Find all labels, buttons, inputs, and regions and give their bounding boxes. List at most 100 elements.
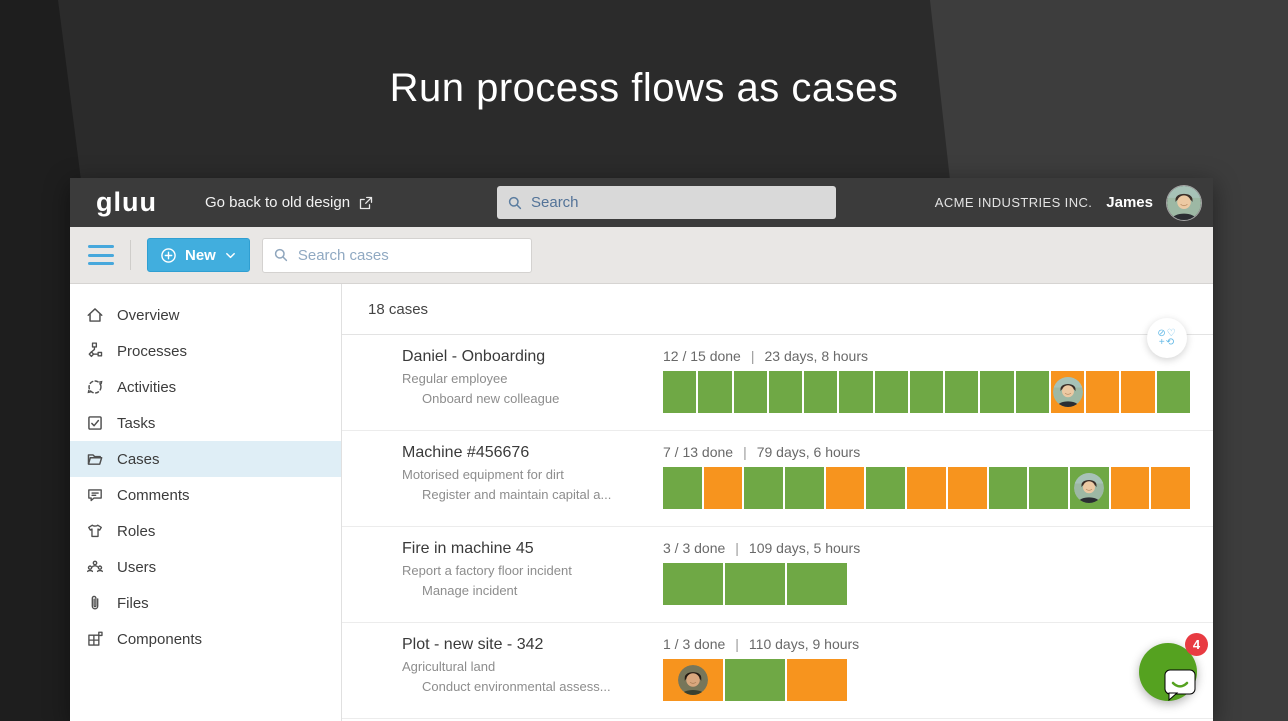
progress-segment-done[interactable] <box>866 467 906 509</box>
case-process-link[interactable]: Manage incident <box>402 583 663 598</box>
chevron-down-icon <box>224 249 237 262</box>
sidebar-item-overview[interactable]: Overview <box>70 297 341 333</box>
progress-segment-done[interactable] <box>663 563 723 605</box>
search-cases-input[interactable] <box>297 246 521 264</box>
stats-separator: | <box>743 444 747 460</box>
sidebar-item-label: Comments <box>117 486 190 504</box>
progress-segment-pending[interactable] <box>1110 467 1150 509</box>
case-title[interactable]: Machine #456676 <box>402 444 530 461</box>
process-icon <box>86 342 104 360</box>
roles-icon <box>86 522 104 540</box>
case-list-panel: 18 cases ⊘♡ +⟲ Daniel - Onboarding Regula… <box>342 284 1213 721</box>
progress-segment-done[interactable] <box>839 371 873 413</box>
expand-case-button[interactable] <box>372 636 402 718</box>
expand-case-button[interactable] <box>372 540 402 622</box>
case-process-link[interactable]: Onboard new colleague <box>402 391 663 406</box>
global-search-box[interactable] <box>497 186 836 219</box>
gluu-logo[interactable]: gluu <box>96 187 157 217</box>
case-actions-button[interactable]: ⊘♡ +⟲ <box>1147 318 1187 358</box>
progress-segment-done[interactable] <box>945 371 979 413</box>
sidebar-item-tasks[interactable]: Tasks <box>70 405 341 441</box>
sidebar-item-comments[interactable]: Comments <box>70 477 341 513</box>
stats-separator: | <box>750 348 755 364</box>
progress-segment-done[interactable] <box>787 563 847 605</box>
progress-segment-pending[interactable] <box>1050 371 1085 413</box>
sidebar-item-components[interactable]: Components <box>70 621 341 657</box>
sidebar-item-cases[interactable]: Cases <box>70 441 341 477</box>
progress-segment-done[interactable] <box>663 467 702 509</box>
sidebar-item-label: Users <box>117 558 157 576</box>
progress-segment-pending[interactable] <box>703 467 743 509</box>
chat-launcher-button[interactable] <box>1139 643 1197 701</box>
progress-bar <box>663 467 1190 509</box>
expand-case-button[interactable] <box>372 348 402 430</box>
folder-icon <box>86 450 104 468</box>
progress-segment-done[interactable] <box>988 467 1028 509</box>
progress-segment-done[interactable] <box>980 371 1014 413</box>
progress-segment-pending[interactable] <box>663 659 723 701</box>
progress-segment-pending[interactable] <box>787 659 847 701</box>
case-actions-icons: ⊘♡ +⟲ <box>1157 328 1177 348</box>
user-avatar[interactable] <box>1167 185 1201 220</box>
progress-segment-pending[interactable] <box>947 467 987 509</box>
progress-segment-done[interactable] <box>909 371 944 413</box>
case-done-count: 12 / 15 done <box>663 348 741 364</box>
progress-segment-pending[interactable] <box>1121 371 1155 413</box>
progress-segment-done[interactable] <box>1029 467 1068 509</box>
menu-toggle-button[interactable] <box>88 245 114 265</box>
case-process-name: Register and maintain capital a... <box>422 487 612 502</box>
progress-bar <box>663 371 1190 413</box>
progress-segment-done[interactable] <box>768 371 803 413</box>
progress-segment-done[interactable] <box>804 371 838 413</box>
progress-segment-pending[interactable] <box>825 467 865 509</box>
sidebar-item-label: Cases <box>117 450 160 468</box>
assignee-avatar[interactable] <box>1052 377 1083 407</box>
new-button[interactable]: New <box>147 238 250 272</box>
search-icon <box>273 247 289 263</box>
search-cases-box[interactable] <box>261 237 532 273</box>
slide-title: Run process flows as cases <box>389 66 899 110</box>
progress-segment-done[interactable] <box>874 371 908 413</box>
global-search-input[interactable] <box>531 194 826 211</box>
case-title[interactable]: Plot - new site - 342 <box>402 636 544 653</box>
progress-segment-done[interactable] <box>725 563 785 605</box>
search-icon <box>507 195 523 211</box>
sidebar-item-files[interactable]: Files <box>70 585 341 621</box>
progress-segment-done[interactable] <box>785 467 824 509</box>
progress-segment-done[interactable] <box>663 371 697 413</box>
sidebar-item-activities[interactable]: Activities <box>70 369 341 405</box>
back-link-label: Go back to old design <box>204 194 351 211</box>
case-done-count: 3 / 3 done <box>663 540 726 556</box>
case-title[interactable]: Fire in machine 45 <box>402 540 534 557</box>
sidebar-item-users[interactable]: Users <box>70 549 341 585</box>
user-name[interactable]: James <box>1106 194 1153 211</box>
sidebar-item-roles[interactable]: Roles <box>70 513 341 549</box>
progress-segment-done[interactable] <box>698 371 732 413</box>
progress-segment-done[interactable] <box>744 467 784 509</box>
case-done-count: 7 / 13 done <box>663 444 734 460</box>
circle-plus-icon <box>160 247 177 264</box>
progress-segment-pending[interactable] <box>1151 467 1190 509</box>
sidebar-item-processes[interactable]: Processes <box>70 333 341 369</box>
sidebar-item-label: Overview <box>117 306 180 324</box>
progress-segment-done[interactable] <box>1069 467 1109 509</box>
case-process-link[interactable]: Register and maintain capital a... <box>402 487 663 502</box>
progress-segment-pending[interactable] <box>907 467 946 509</box>
case-duration: 79 days, 6 hours <box>756 444 861 460</box>
assignee-avatar[interactable] <box>678 665 708 695</box>
progress-segment-done[interactable] <box>1015 371 1049 413</box>
paperclip-icon <box>86 594 104 612</box>
expand-case-button[interactable] <box>372 444 402 526</box>
case-process-link[interactable]: Conduct environmental assess... <box>402 679 663 694</box>
case-subtitle: Report a factory floor incident <box>402 563 572 578</box>
back-to-old-design-link[interactable]: Go back to old design <box>205 194 374 211</box>
assignee-avatar[interactable] <box>1074 473 1105 503</box>
case-stats: 1 / 3 done | 110 days, 9 hours <box>663 636 1190 652</box>
case-title[interactable]: Daniel - Onboarding <box>402 348 546 365</box>
progress-segment-done[interactable] <box>733 371 767 413</box>
progress-segment-done[interactable] <box>725 659 785 701</box>
sidebar: Overview Processes Activities Tasks Case… <box>70 284 342 721</box>
sidebar-item-label: Components <box>117 630 203 648</box>
progress-segment-pending[interactable] <box>1086 371 1120 413</box>
progress-segment-done[interactable] <box>1156 371 1190 413</box>
